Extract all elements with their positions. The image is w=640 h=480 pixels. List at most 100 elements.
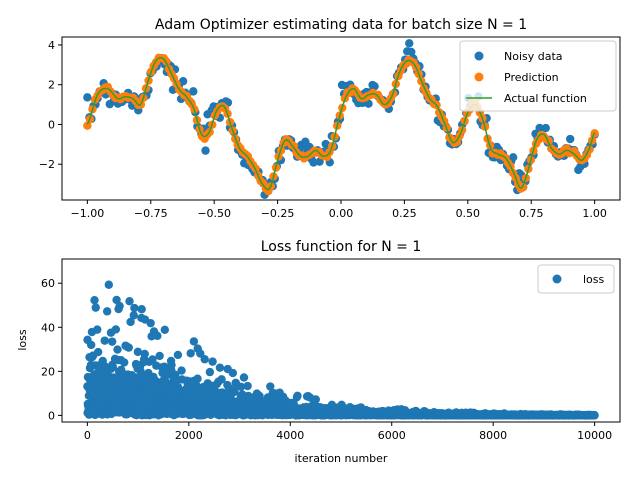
top-ytick-label: 4	[48, 39, 55, 52]
loss-point	[193, 374, 202, 383]
legend-loss-marker	[552, 274, 562, 284]
loss-point	[140, 349, 149, 359]
chart-bottom-title: Loss function for N = 1	[261, 239, 422, 255]
loss-point	[119, 358, 129, 367]
chart-top-legend: Noisy data Prediction Actual function	[459, 40, 617, 112]
loss-point	[86, 340, 96, 350]
chart-bottom: Loss function for N = 1 0 2000 4000 6000 800…	[16, 239, 621, 465]
loss-point	[205, 367, 215, 377]
bottom-xtick-label: 8000	[479, 429, 507, 442]
legend-noisy-marker	[474, 51, 484, 61]
bottom-ytick-label: 0	[48, 409, 55, 422]
noisy-data-point	[508, 153, 518, 162]
loss-point	[113, 345, 122, 354]
legend-actual-label: Actual function	[504, 92, 587, 105]
loss-point	[243, 381, 252, 391]
noisy-data-point	[315, 157, 324, 166]
top-xtick-label: 0.50	[456, 207, 481, 220]
chart-bottom-xlabel: iteration number	[295, 452, 388, 465]
top-xtick-label: 0.25	[392, 207, 417, 220]
bottom-xtick-label: 0	[84, 429, 91, 442]
loss-point	[160, 325, 170, 335]
loss-point	[111, 325, 121, 334]
top-xtick-label: −0.25	[261, 207, 295, 220]
loss-point	[208, 357, 217, 366]
chart-bottom-x-axis: 0 2000 4000 6000 8000 10000	[84, 422, 612, 442]
loss-point	[167, 360, 176, 370]
noisy-data-point	[201, 146, 210, 155]
loss-point	[228, 368, 238, 378]
loss-point	[236, 382, 246, 392]
loss-point	[115, 301, 124, 311]
noisy-data-point	[405, 39, 414, 48]
loss-point	[189, 337, 199, 346]
loss-point	[293, 391, 302, 400]
noisy-data-point	[370, 82, 379, 91]
loss-point	[108, 362, 117, 372]
loss-point	[590, 411, 599, 420]
top-xtick-label: 0.00	[329, 207, 354, 220]
loss-point	[133, 347, 143, 357]
loss-point	[91, 303, 100, 312]
noisy-data-point	[535, 123, 544, 133]
bottom-xtick-label: 4000	[276, 429, 304, 442]
loss-point	[137, 305, 146, 314]
loss-point	[107, 337, 117, 346]
noisy-data-point	[541, 123, 550, 133]
loss-point	[217, 375, 226, 384]
bottom-xtick-label: 6000	[378, 429, 406, 442]
loss-point	[90, 295, 99, 305]
noisy-data-point	[83, 93, 92, 102]
noisy-data-point	[407, 47, 416, 57]
top-ytick-label: 2	[48, 79, 55, 92]
top-xtick-label: −0.50	[197, 207, 231, 220]
loss-point	[146, 318, 155, 328]
chart-top: Adam Optimizer estimating data for batch…	[39, 17, 621, 220]
top-xtick-label: −0.75	[134, 207, 168, 220]
legend-prediction-marker	[474, 72, 484, 82]
loss-point	[171, 370, 180, 380]
loss-point	[93, 325, 102, 334]
chart-top-y-axis: −2 0 2 4	[39, 39, 62, 171]
loss-point	[125, 297, 134, 306]
noisy-data-point	[189, 87, 198, 96]
chart-top-title: Adam Optimizer estimating data for batch…	[155, 17, 527, 33]
noisy-data-point	[364, 99, 373, 108]
loss-point	[124, 343, 133, 352]
loss-point	[196, 349, 205, 358]
legend-prediction-label: Prediction	[504, 71, 559, 84]
chart-top-plot-area	[83, 39, 599, 199]
loss-point	[102, 307, 112, 316]
loss-point	[130, 303, 139, 313]
loss-point	[266, 382, 275, 391]
noisy-data-point	[178, 77, 188, 86]
loss-point	[311, 395, 320, 404]
loss-point	[129, 311, 138, 320]
legend-loss-label: loss	[583, 273, 605, 286]
loss-point	[104, 280, 114, 289]
loss-point	[100, 336, 109, 345]
bottom-ytick-label: 20	[41, 365, 55, 378]
chart-bottom-y-axis: 0 20 40 60	[41, 277, 62, 422]
chart-bottom-ylabel: loss	[16, 329, 29, 351]
bottom-xtick-label: 2000	[175, 429, 203, 442]
loss-point	[230, 387, 239, 397]
actual-function-line	[86, 56, 596, 191]
legend-noisy-label: Noisy data	[504, 50, 563, 63]
loss-point	[239, 373, 249, 382]
top-ytick-label: 0	[48, 118, 55, 131]
legend-bottom-box	[537, 264, 615, 294]
loss-point	[148, 355, 157, 364]
prediction-point	[519, 182, 528, 192]
chart-top-x-axis: −1.00 −0.75 −0.50 −0.25 0.00 0.25 0.50 0.75 1.00	[71, 200, 607, 220]
loss-point	[186, 349, 195, 358]
top-xtick-label: 0.75	[519, 207, 544, 220]
chart-bottom-legend: loss	[537, 264, 615, 294]
loss-point	[155, 351, 164, 361]
legend-top-box	[459, 40, 617, 112]
top-ytick-label: −2	[39, 158, 55, 171]
chart-bottom-frame	[61, 258, 621, 423]
bottom-ytick-label: 40	[41, 321, 55, 334]
loss-point	[177, 366, 186, 375]
